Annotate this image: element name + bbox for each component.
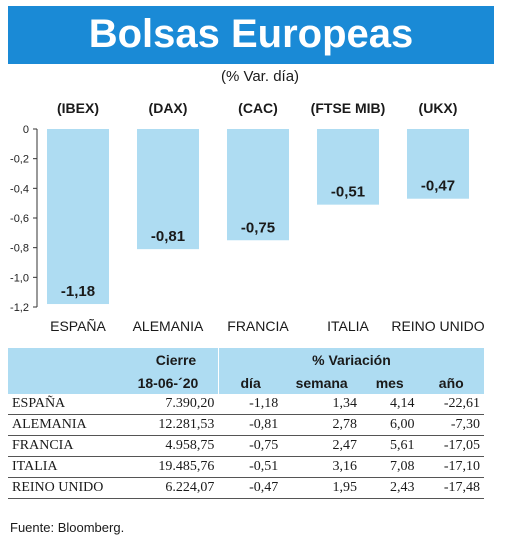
y-tick-label: -0,8 (10, 243, 29, 255)
header-dia: día (217, 372, 283, 394)
cell-semana: 3,16 (282, 456, 361, 478)
value-label: -0,81 (151, 228, 185, 245)
index-label: (IBEX) (57, 100, 99, 116)
header-anio: año (418, 372, 484, 394)
bar (407, 129, 469, 199)
category-label: ITALIA (327, 318, 369, 334)
source-note: Fuente: Bloomberg. (10, 520, 125, 535)
header-mes: mes (360, 372, 419, 394)
cell-cierre: 7.390,20 (117, 394, 219, 415)
cell-anio: -17,10 (418, 456, 484, 478)
cell-cierre: 6.224,07 (117, 477, 219, 499)
bar-chart: 0 -0,2 -0,4 -0,6 -0,8 -1,0 -1,2 (IBEX) -1,18 ESPA… (10, 100, 485, 334)
cell-pais: ALEMANIA (8, 414, 118, 436)
index-label: (FTSE MIB) (311, 100, 386, 116)
table-row: ALEMANIA 12.281,53 -0,81 2,78 6,00 -7,30 (8, 414, 484, 436)
index-label: (CAC) (238, 100, 278, 116)
cell-dia: -0,51 (218, 456, 283, 478)
value-label: -0,51 (331, 184, 365, 201)
header-cierre: Cierre (8, 348, 219, 372)
cell-dia: -0,75 (218, 435, 283, 457)
cell-cierre: 19.485,76 (117, 456, 219, 478)
cell-mes: 5,61 (360, 435, 419, 457)
cell-dia: -1,18 (218, 394, 283, 415)
value-label: -0,75 (241, 219, 275, 236)
category-label: ESPAÑA (50, 318, 106, 334)
table-row: ESPAÑA 7.390,20 -1,18 1,34 4,14 -22,61 (8, 394, 484, 415)
bar (47, 129, 109, 305)
table-column-header-row: 18-06-´20 día semana mes año (8, 372, 484, 394)
title-banner: Bolsas Europeas (8, 6, 494, 64)
cell-anio: -22,61 (418, 394, 484, 415)
cell-mes: 7,08 (360, 456, 419, 478)
cell-cierre: 12.281,53 (117, 414, 219, 436)
y-tick-label: -1,0 (10, 272, 29, 284)
header-variacion: % Variación (217, 348, 484, 372)
value-label: -0,47 (421, 178, 455, 195)
cell-semana: 2,78 (282, 414, 361, 436)
category-label: REINO UNIDO (391, 318, 484, 334)
cell-mes: 2,43 (360, 477, 419, 499)
bar (317, 129, 379, 205)
y-tick-label: -0,2 (10, 154, 29, 166)
index-label: (UKX) (419, 100, 458, 116)
cell-pais: ESPAÑA (8, 394, 118, 415)
y-tick-label: 0 (23, 124, 29, 136)
bar (227, 129, 289, 241)
header-empty (8, 372, 118, 394)
cell-dia: -0,47 (218, 477, 283, 499)
cell-semana: 1,95 (282, 477, 361, 499)
y-tick-label: -0,4 (10, 183, 29, 195)
cell-anio: -7,30 (418, 414, 484, 436)
table-row: REINO UNIDO 6.224,07 -0,47 1,95 2,43 -17… (8, 477, 484, 499)
cell-pais: ITALIA (8, 456, 118, 478)
cell-pais: REINO UNIDO (8, 477, 118, 499)
index-label: (DAX) (149, 100, 188, 116)
chart-subtitle: (% Var. día) (220, 68, 300, 85)
cell-cierre: 4.958,75 (117, 435, 219, 457)
table-row: FRANCIA 4.958,75 -0,75 2,47 5,61 -17,05 (8, 435, 484, 457)
cell-pais: FRANCIA (8, 435, 118, 457)
cell-mes: 4,14 (360, 394, 419, 415)
y-tick-label: -0,6 (10, 213, 29, 225)
category-label: ALEMANIA (133, 318, 204, 334)
header-date: 18-06-´20 (117, 372, 219, 394)
cell-semana: 2,47 (282, 435, 361, 457)
value-label: -1,18 (61, 283, 95, 300)
header-semana: semana (282, 372, 361, 394)
y-tick-label: -1,2 (10, 302, 29, 314)
category-label: FRANCIA (227, 318, 289, 334)
cell-semana: 1,34 (282, 394, 361, 415)
cell-anio: -17,48 (418, 477, 484, 499)
data-table: Cierre % Variación 18-06-´20 día semana … (8, 348, 484, 499)
page-title: Bolsas Europeas (88, 12, 414, 56)
table-row: ITALIA 19.485,76 -0,51 3,16 7,08 -17,10 (8, 456, 484, 478)
cell-mes: 6,00 (360, 414, 419, 436)
cell-anio: -17,05 (418, 435, 484, 457)
bar (137, 129, 199, 250)
cell-dia: -0,81 (218, 414, 283, 436)
table-group-header-row: Cierre % Variación (8, 348, 484, 372)
